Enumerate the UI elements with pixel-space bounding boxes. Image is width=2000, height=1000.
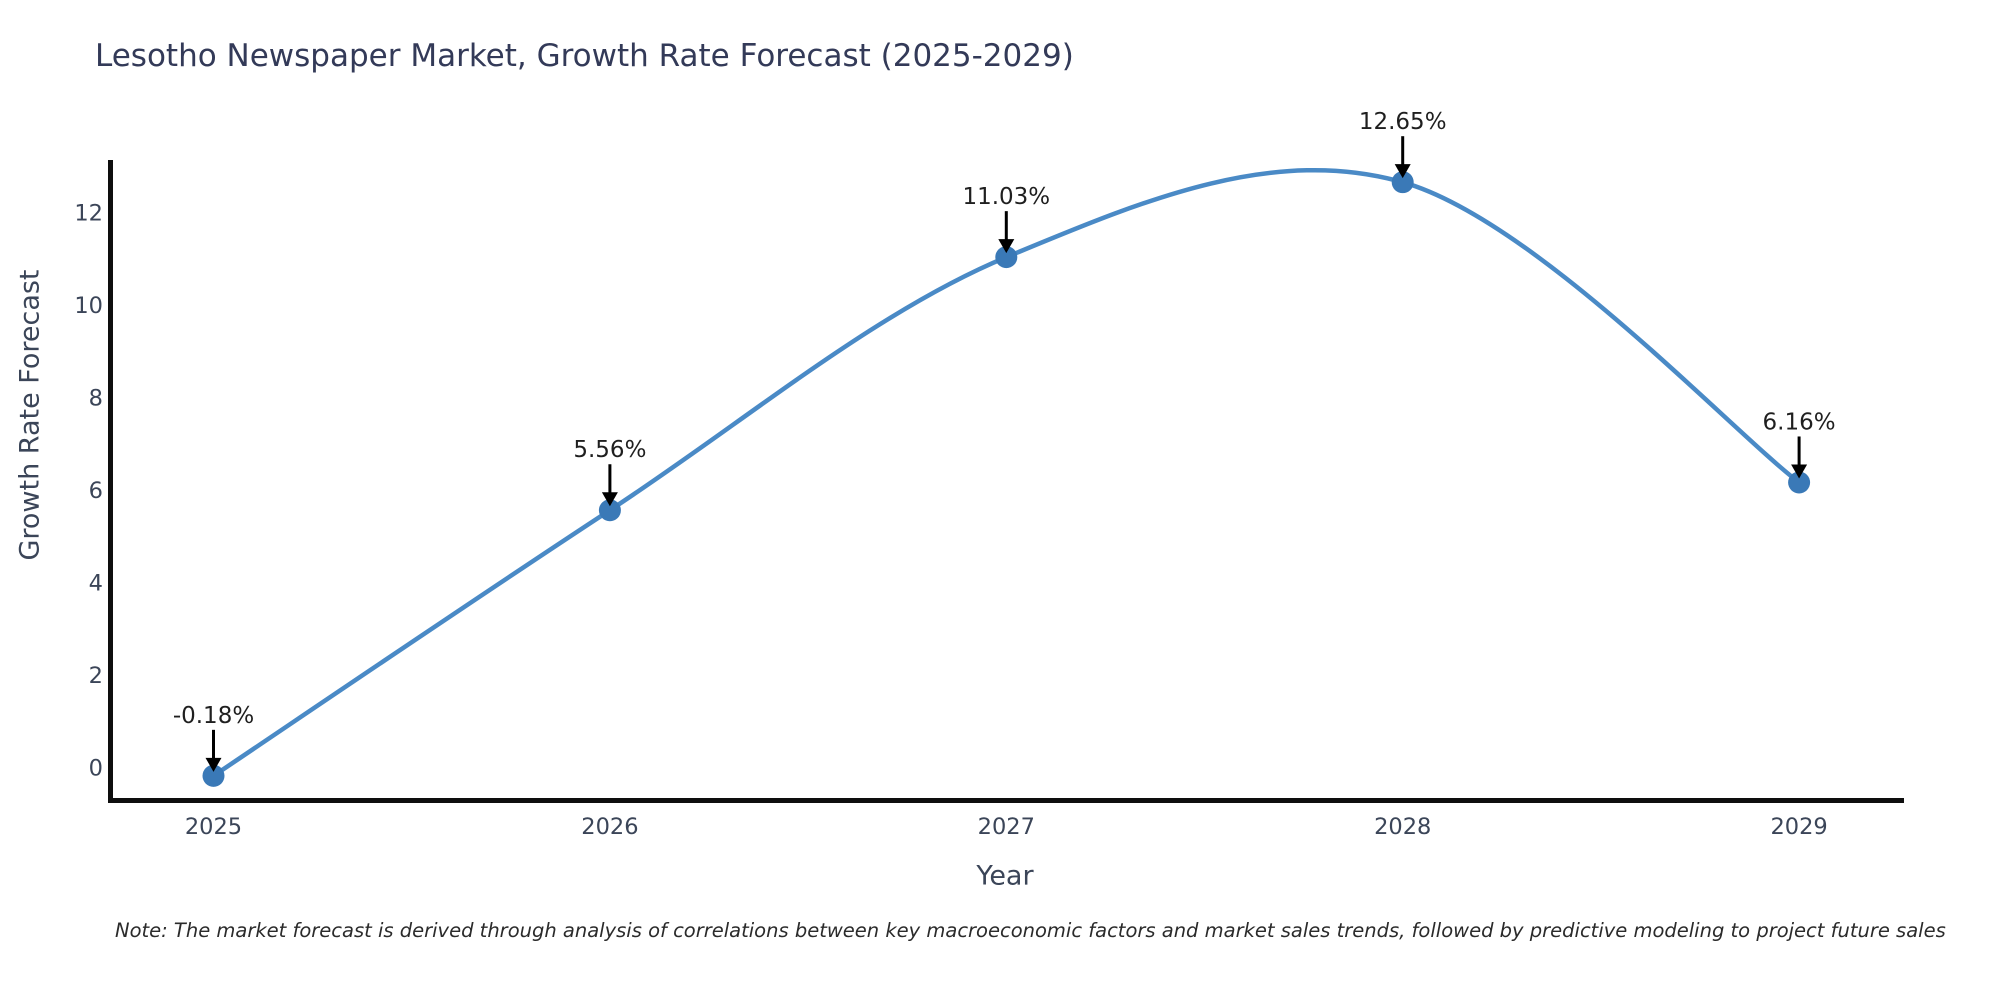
annotation-arrow-head — [601, 492, 618, 507]
y-axis-ticks: 0 2 4 6 8 10 12 — [74, 200, 103, 781]
y-tick-label: 6 — [89, 478, 103, 504]
x-tick-label: 2029 — [1770, 814, 1827, 840]
x-tick-label: 2026 — [581, 814, 638, 840]
data-point-marker — [202, 764, 225, 787]
x-axis-title: Year — [976, 860, 1034, 892]
line-chart: 0 2 4 6 8 10 12 2025 2026 2027 2028 2029 -0.18% 5.56%… — [74, 109, 1904, 840]
annotation: 11.03% — [962, 184, 1050, 254]
x-tick-label: 2025 — [185, 814, 242, 840]
data-point-marker — [1788, 471, 1811, 494]
annotation-label: 11.03% — [962, 184, 1050, 210]
chart-footnote: Note: The market forecast is derived thr… — [115, 919, 1946, 942]
annotation: 12.65% — [1359, 109, 1447, 179]
y-tick-label: 10 — [74, 293, 103, 319]
annotation: 6.16% — [1763, 409, 1836, 479]
annotations: -0.18% 5.56% 11.03% 12.65% 6.16% — [173, 109, 1836, 772]
annotation-arrow-head — [205, 757, 222, 772]
data-point-marker — [598, 499, 621, 522]
y-tick-label: 0 — [89, 756, 103, 782]
x-axis-spine — [108, 798, 1904, 803]
y-tick-label: 8 — [89, 385, 103, 411]
x-tick-label: 2028 — [1374, 814, 1431, 840]
annotation-label: -0.18% — [173, 703, 254, 729]
annotation-arrow-head — [998, 239, 1015, 254]
annotation: 5.56% — [573, 437, 646, 507]
chart-title: Lesotho Newspaper Market, Growth Rate Fo… — [95, 38, 1074, 74]
data-point-marker — [995, 246, 1018, 269]
x-tick-label: 2027 — [978, 814, 1035, 840]
annotation-label: 12.65% — [1359, 109, 1447, 135]
y-tick-label: 2 — [89, 663, 103, 689]
annotation-arrow-head — [1394, 164, 1411, 179]
y-tick-label: 4 — [89, 570, 103, 596]
annotation-label: 6.16% — [1763, 409, 1836, 435]
y-tick-label: 12 — [74, 200, 103, 226]
y-axis-spine — [108, 160, 113, 803]
x-axis-ticks: 2025 2026 2027 2028 2029 — [185, 814, 1828, 840]
annotation: -0.18% — [173, 703, 254, 772]
annotation-arrow-head — [1791, 464, 1808, 479]
annotation-label: 5.56% — [573, 437, 646, 463]
data-point-markers — [202, 171, 1811, 787]
data-point-marker — [1391, 171, 1414, 194]
